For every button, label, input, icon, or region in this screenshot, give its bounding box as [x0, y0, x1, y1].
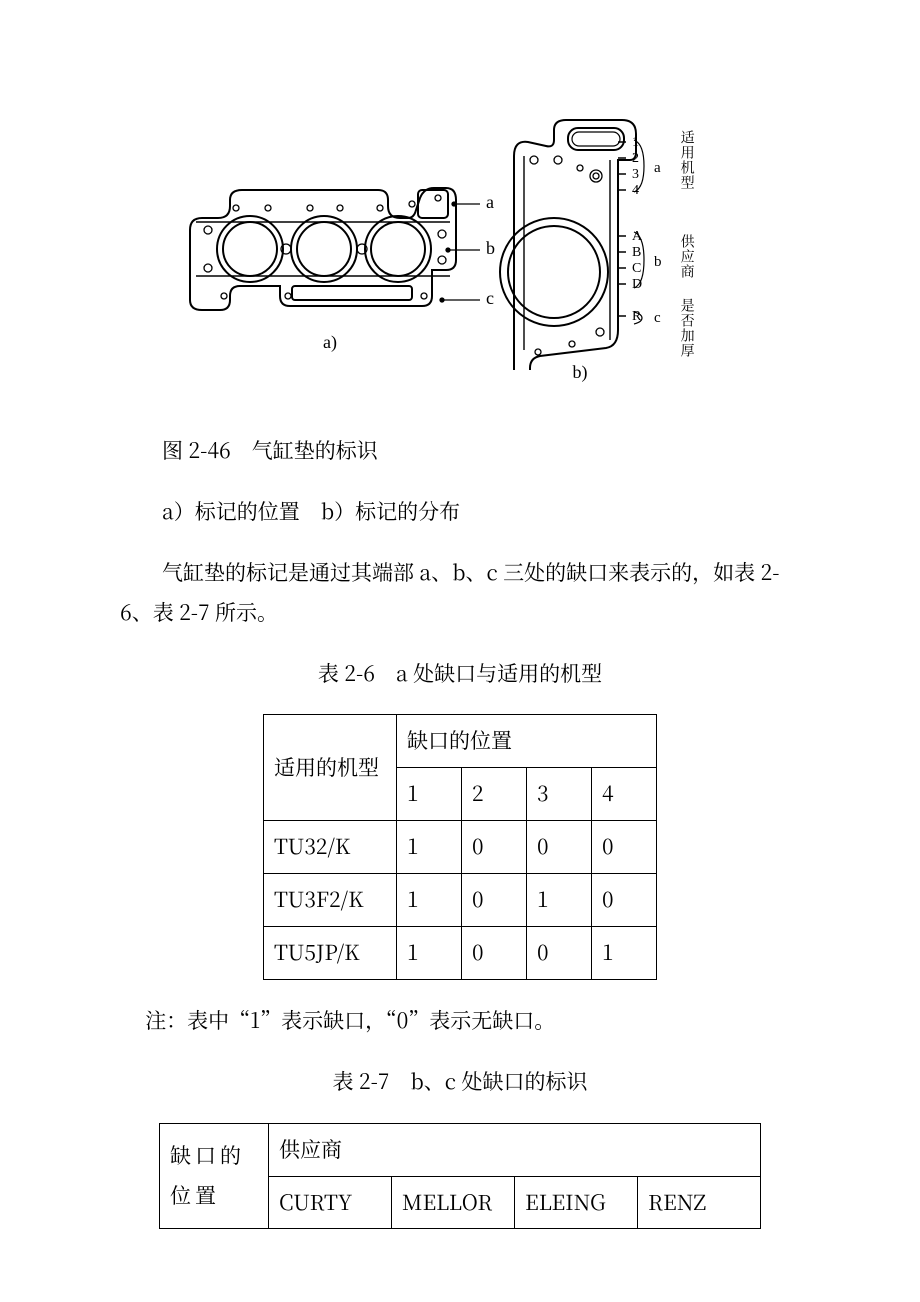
figure-svg: a b c a)	[180, 100, 740, 410]
t26-r2-m: TU5JP/K	[264, 927, 397, 980]
grp-b-4: D	[632, 277, 642, 292]
t26-col4: 4	[592, 768, 657, 821]
table-row: 缺口的位置 供应商	[160, 1123, 761, 1176]
fig-right-label: b)	[573, 362, 588, 383]
table27-caption: 表 2-7 b、c 处缺口的标识	[120, 1062, 800, 1102]
t26-r1-m: TU3F2/K	[264, 874, 397, 927]
fig-left-label: a)	[323, 332, 337, 353]
t26-h1: 适用的机型	[264, 715, 397, 821]
t26-r1-2: 1	[527, 874, 592, 927]
grp-a-text: 适用机型	[674, 130, 698, 190]
t27-s2: ELEING	[515, 1176, 638, 1229]
grp-a-letter: a	[654, 160, 661, 176]
grp-b-1: A	[632, 229, 643, 244]
pointer-c: c	[486, 288, 494, 308]
t26-r1-3: 0	[592, 874, 657, 927]
pointer-b: b	[486, 238, 495, 258]
grp-c-1: R	[632, 309, 642, 324]
grp-a-1: 1	[632, 135, 639, 150]
t26-r0-0: 1	[397, 821, 462, 874]
figure-subcaption: a）标记的位置 b）标记的分布	[120, 492, 800, 532]
t26-col3: 3	[527, 768, 592, 821]
grp-b-letter: b	[654, 254, 662, 270]
t26-r2-3: 1	[592, 927, 657, 980]
t26-r0-1: 0	[462, 821, 527, 874]
grp-a-4: 4	[632, 183, 639, 198]
table-row: 适用的机型 缺口的位置	[264, 715, 657, 768]
intro-paragraph: 气缸垫的标记是通过其端部 a、b、c 三处的缺口来表示的，如表 2-6、表 2-…	[120, 553, 800, 633]
grp-a-2: 2	[632, 151, 639, 166]
table-26: 适用的机型 缺口的位置 1 2 3 4 TU32/K 1 0 0 0 TU3F2…	[263, 714, 657, 979]
t26-h2: 缺口的位置	[397, 715, 657, 768]
t26-r2-1: 0	[462, 927, 527, 980]
table26-caption: 表 2-6 a 处缺口与适用的机型	[120, 654, 800, 694]
t26-col1: 1	[397, 768, 462, 821]
pointer-a: a	[486, 192, 494, 212]
t26-r0-2: 0	[527, 821, 592, 874]
t27-h1: 缺口的位置	[160, 1123, 269, 1229]
table-27: 缺口的位置 供应商 CURTY MELLOR ELEING RENZ	[159, 1123, 761, 1230]
table-row: TU5JP/K 1 0 0 1	[264, 927, 657, 980]
grp-b-2: B	[632, 245, 641, 260]
figure-2-46: a b c a)	[120, 100, 800, 410]
t26-r0-m: TU32/K	[264, 821, 397, 874]
t26-r1-1: 0	[462, 874, 527, 927]
grp-c-letter: c	[654, 310, 661, 326]
t26-r2-2: 0	[527, 927, 592, 980]
t26-r1-0: 1	[397, 874, 462, 927]
grp-b-text: 供应商	[674, 234, 698, 279]
grp-a-3: 3	[632, 167, 639, 182]
figure-caption: 图 2-46 气缸垫的标识	[120, 431, 800, 471]
table26-note: 注：表中“1”表示缺口，“0”表示无缺口。	[120, 1001, 800, 1041]
t27-s3: RENZ	[638, 1176, 761, 1229]
table-row: TU3F2/K 1 0 1 0	[264, 874, 657, 927]
grp-c-text: 是否加厚	[674, 298, 698, 358]
t27-s0: CURTY	[269, 1176, 392, 1229]
t27-s1: MELLOR	[392, 1176, 515, 1229]
t26-r0-3: 0	[592, 821, 657, 874]
table-row: TU32/K 1 0 0 0	[264, 821, 657, 874]
grp-b-3: C	[632, 261, 641, 276]
t26-r2-0: 1	[397, 927, 462, 980]
t26-col2: 2	[462, 768, 527, 821]
t27-h2: 供应商	[269, 1123, 761, 1176]
